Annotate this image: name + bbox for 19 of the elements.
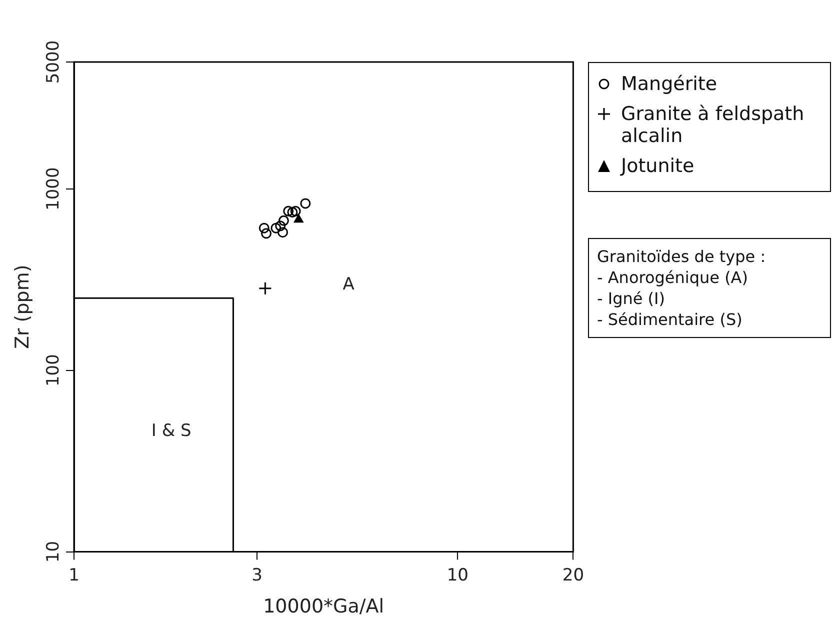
x-tick-label: 1 [68, 565, 80, 586]
y-tick-label: 100 [43, 354, 64, 387]
legend-label: Mangérite [621, 73, 718, 95]
legend-label: Jotunite [621, 155, 694, 177]
x-tick-label: 3 [252, 565, 262, 586]
y-tick-label: 10 [43, 540, 64, 563]
text: - Igné (I) [597, 289, 666, 308]
y-tick-label: 5000 [43, 40, 64, 84]
x-tick-label: 20 [562, 565, 584, 586]
text: Granitoïdes de type : [597, 247, 767, 266]
y-axis-title: Zr (ppm) [11, 264, 34, 350]
x-axis-title: 10000*Ga/Al [263, 596, 384, 618]
legend-label: Granite à feldspath alcalin [621, 103, 806, 147]
annotation: I & S [151, 421, 192, 442]
annotation: A [342, 274, 355, 294]
x-tick-label: 10 [446, 565, 469, 586]
y-tick-label: 1000 [43, 167, 64, 210]
text: - Anorogénique (A) [597, 268, 749, 287]
text: - Sédimentaire (S) [597, 310, 744, 329]
